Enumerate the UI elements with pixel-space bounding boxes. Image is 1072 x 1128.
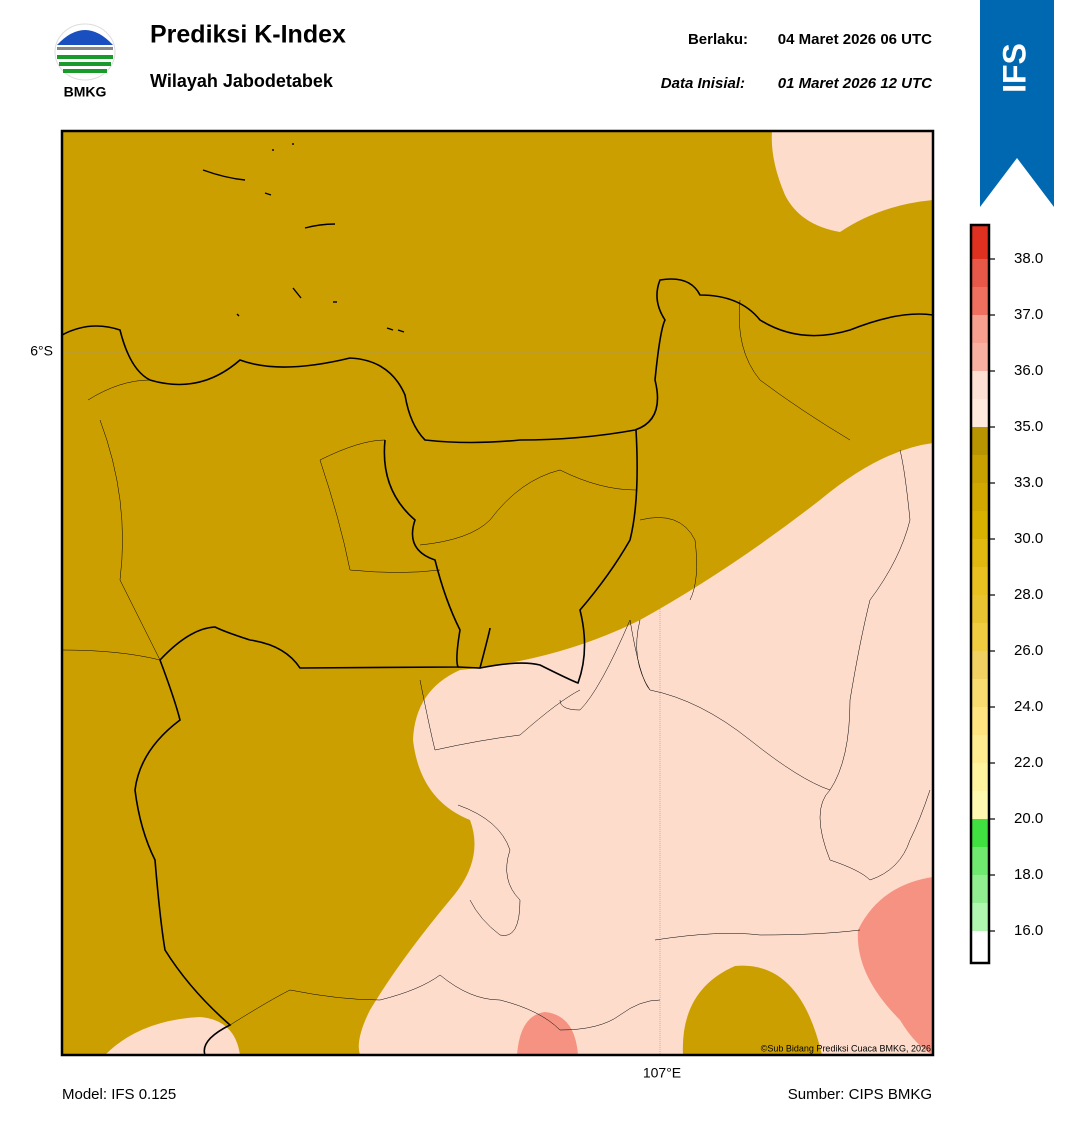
colorbar-band [971, 791, 989, 819]
colorbar-band [971, 539, 989, 567]
colorbar-band [971, 343, 989, 371]
colorbar-band [971, 567, 989, 595]
colorbar-band [971, 679, 989, 707]
colorbar-tick-label: 38.0 [1014, 250, 1043, 267]
colorbar-tick-label: 37.0 [1014, 306, 1043, 323]
colorbar-tick-label: 30.0 [1014, 530, 1043, 547]
credit: ©Sub Bidang Prediksi Cuaca BMKG, 2026 [761, 1043, 931, 1053]
colorbar-tick-label: 18.0 [1014, 866, 1043, 883]
title: Prediksi K-Index [150, 21, 346, 49]
colorbar-band [971, 651, 989, 679]
colorbar-band [971, 623, 989, 651]
colorbar-band [971, 287, 989, 315]
colorbar-tick-label: 22.0 [1014, 754, 1043, 771]
colorbar-band [971, 259, 989, 287]
colorbar-band [971, 399, 989, 427]
colorbar-band [971, 735, 989, 763]
colorbar-band [971, 931, 989, 963]
colorbar-band [971, 315, 989, 343]
colorbar-band [971, 595, 989, 623]
badge-text: IFS [996, 43, 1032, 93]
colorbar-tick-label: 28.0 [1014, 586, 1043, 603]
colorbar-band [971, 511, 989, 539]
colorbar-tick-label: 35.0 [1014, 418, 1043, 435]
badge [980, 0, 1054, 207]
source-label: Sumber: CIPS BMKG [788, 1086, 932, 1103]
model-label: Model: IFS 0.125 [62, 1086, 176, 1103]
subtitle: Wilayah Jabodetabek [150, 71, 334, 91]
colorbar-band [971, 455, 989, 483]
colorbar-tick-label: 36.0 [1014, 362, 1043, 379]
colorbar-band [971, 847, 989, 875]
colorbar-band [971, 371, 989, 399]
map-frame [60, 129, 935, 1057]
colorbar-band [971, 707, 989, 735]
logo-text: BMKG [64, 84, 107, 100]
init-time: 01 Maret 2026 12 UTC [778, 75, 933, 92]
colorbar-band [971, 763, 989, 791]
colorbar-tick-label: 26.0 [1014, 642, 1043, 659]
colorbar-frame [969, 223, 991, 965]
valid-time: 04 Maret 2026 06 UTC [778, 31, 932, 48]
lon-label: 107°E [643, 1065, 681, 1081]
colorbar-tick-label: 20.0 [1014, 810, 1043, 827]
init-label: Data Inisial: [661, 75, 745, 92]
valid-label: Berlaku: [688, 31, 748, 48]
colorbar-band [971, 875, 989, 903]
colorbar-band [971, 903, 989, 931]
colorbar-band [971, 225, 989, 259]
colorbar-band [971, 483, 989, 511]
colorbar-band [971, 427, 989, 455]
colorbar-tick-label: 16.0 [1014, 922, 1043, 939]
map [62, 131, 933, 1055]
logo: BMKG [54, 23, 116, 100]
colorbar-tick-label: 24.0 [1014, 698, 1043, 715]
colorbar-tick-label: 33.0 [1014, 474, 1043, 491]
lat-label: 6°S [30, 343, 53, 359]
colorbar: 16.0 18.0 20.0 22.0 24.0 26.0 28.0 30.0 33.0 35.0… [969, 223, 1043, 965]
colorbar-band [971, 819, 989, 847]
